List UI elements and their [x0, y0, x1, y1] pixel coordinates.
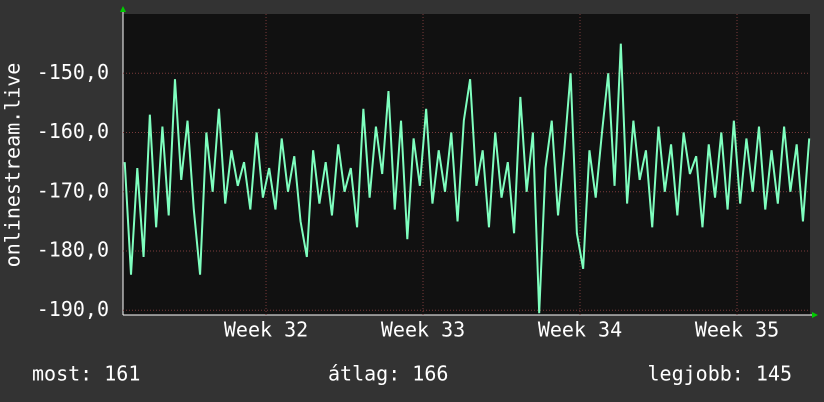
x-tick-label: Week 34	[538, 318, 622, 342]
footer-now: most: 161	[32, 362, 140, 386]
y-tick-label: -170,0	[37, 178, 109, 202]
y-axis-label: onlinestream.live	[1, 63, 25, 268]
y-tick-label: -190,0	[37, 297, 109, 321]
axis-arrow	[120, 6, 126, 12]
x-tick-label: Week 32	[224, 318, 308, 342]
footer-average: átlag: 166	[328, 362, 448, 386]
x-tick-label: Week 35	[695, 318, 779, 342]
footer-best: legjobb: 145	[648, 362, 793, 386]
y-tick-label: -180,0	[37, 238, 109, 262]
x-tick-label: Week 33	[381, 318, 465, 342]
data-line	[123, 43, 811, 314]
plot-area	[123, 14, 810, 315]
y-tick-label: -160,0	[37, 119, 109, 143]
axis-arrow	[812, 312, 818, 318]
y-tick-label: -150,0	[37, 60, 109, 84]
